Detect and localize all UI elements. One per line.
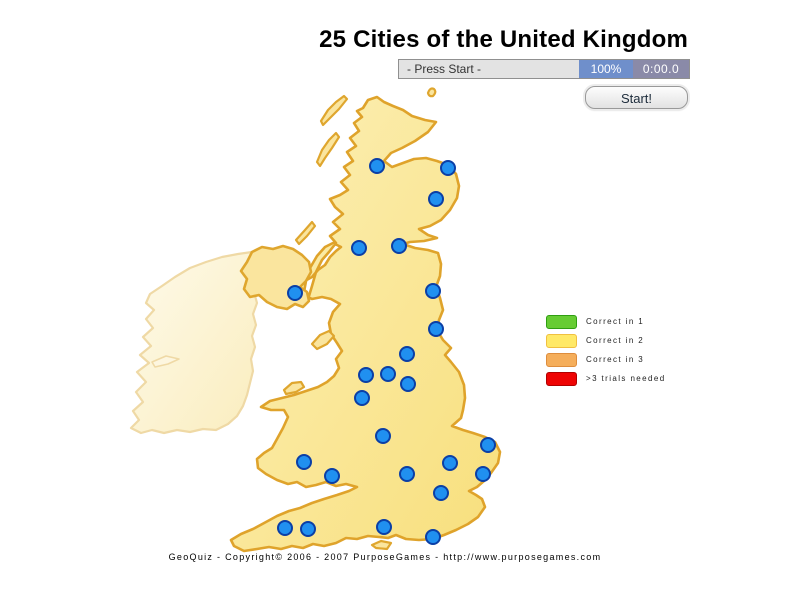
city-marker[interactable] [358,367,374,383]
city-marker[interactable] [480,437,496,453]
legend-row: Correct in 1 [546,312,666,331]
start-button[interactable]: Start! [585,86,688,109]
city-marker[interactable] [354,390,370,406]
legend-label: Correct in 3 [586,355,645,364]
status-message: - Press Start - [399,60,579,78]
anglesey-island [282,380,306,396]
legend-label: Correct in 2 [586,336,645,345]
city-marker[interactable] [428,191,444,207]
timer-display: 0:00.0 [633,60,689,78]
isle-of-wight-island [370,539,393,551]
orkney-island [426,87,437,98]
legend-row: >3 trials needed [546,369,666,388]
city-marker[interactable] [425,283,441,299]
city-marker[interactable] [425,529,441,545]
hebrides-south-island [315,131,341,168]
city-marker[interactable] [296,454,312,470]
city-marker[interactable] [375,428,391,444]
status-bar: - Press Start - 100% 0:00.0 [398,59,690,79]
progress-percent: 100% [579,60,633,78]
city-marker[interactable] [399,466,415,482]
city-marker[interactable] [376,519,392,535]
city-marker[interactable] [428,321,444,337]
city-marker[interactable] [399,346,415,362]
city-marker[interactable] [287,285,303,301]
hebrides-north-island [319,94,349,127]
legend-swatch-correct-2 [546,333,577,348]
city-marker[interactable] [440,160,456,176]
isle-of-man-island [310,329,336,351]
legend-label: Correct in 1 [586,317,645,326]
city-marker[interactable] [433,485,449,501]
quiz-title: 25 Cities of the United Kingdom [319,26,688,53]
legend-row: Correct in 2 [546,331,666,350]
city-marker[interactable] [351,240,367,256]
legend-label: >3 trials needed [586,374,666,383]
islay-island [294,220,317,246]
legend: Correct in 1 Correct in 2 Correct in 3 >… [546,312,666,388]
city-marker[interactable] [324,468,340,484]
city-marker[interactable] [442,455,458,471]
footer-credits: GeoQuiz - Copyright© 2006 - 2007 Purpose… [168,552,602,562]
city-marker[interactable] [400,376,416,392]
city-marker[interactable] [391,238,407,254]
city-markers-layer [277,158,496,545]
city-marker[interactable] [277,520,293,536]
legend-row: Correct in 3 [546,350,666,369]
legend-swatch-failed [546,371,577,386]
legend-swatch-correct-3 [546,352,577,367]
city-marker[interactable] [380,366,396,382]
great-britain-shape [229,95,502,553]
city-marker[interactable] [369,158,385,174]
legend-swatch-correct-1 [546,314,577,329]
galway-bay-inlet [151,355,180,368]
ireland-shape [129,250,259,435]
city-marker[interactable] [475,466,491,482]
city-marker[interactable] [300,521,316,537]
